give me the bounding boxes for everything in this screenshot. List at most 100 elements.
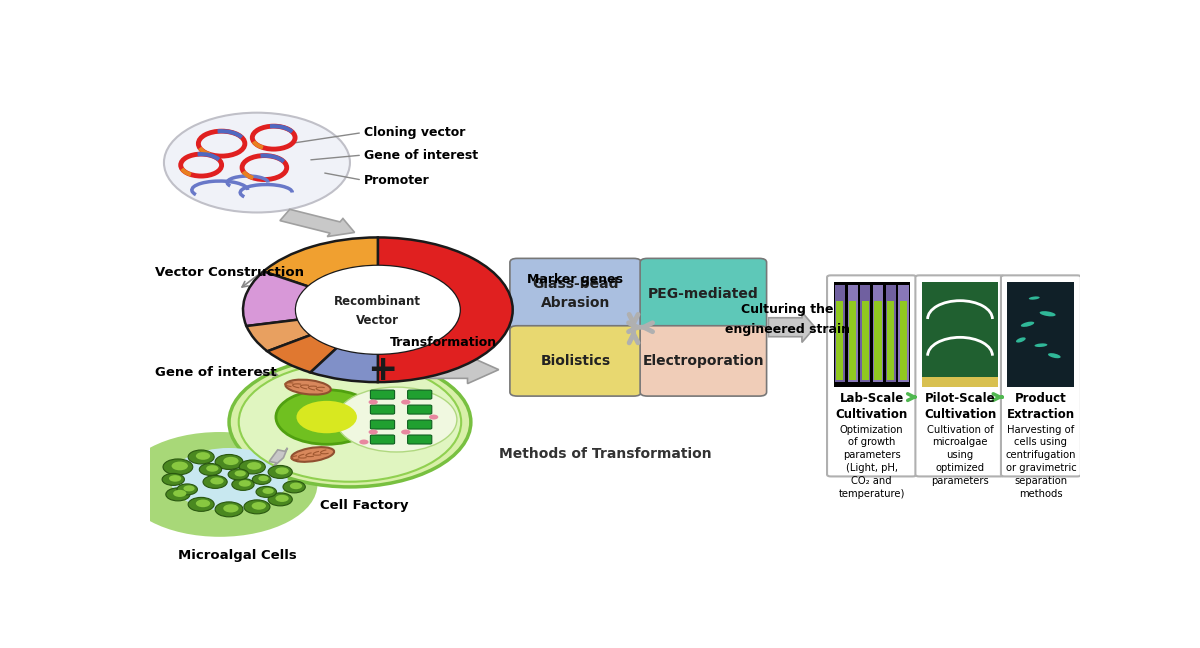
Circle shape <box>206 465 218 472</box>
Ellipse shape <box>1021 321 1034 327</box>
FancyBboxPatch shape <box>408 405 432 414</box>
Bar <box>835 285 845 382</box>
Circle shape <box>223 504 239 513</box>
Polygon shape <box>269 448 288 467</box>
Circle shape <box>359 439 368 445</box>
Text: Gene of interest: Gene of interest <box>155 365 276 378</box>
Circle shape <box>229 357 470 487</box>
Text: Pilot-Scale
Cultivation: Pilot-Scale Cultivation <box>924 392 996 421</box>
Circle shape <box>166 488 190 501</box>
FancyBboxPatch shape <box>1001 275 1081 476</box>
FancyBboxPatch shape <box>408 435 432 444</box>
Circle shape <box>368 400 378 404</box>
Circle shape <box>336 387 457 452</box>
Circle shape <box>401 400 410 404</box>
Wedge shape <box>246 319 311 351</box>
Circle shape <box>296 401 356 434</box>
Circle shape <box>169 475 181 481</box>
Text: Harvesting of
cells using
centrifugation
or gravimetric
separation
methods: Harvesting of cells using centrifugation… <box>1006 424 1076 498</box>
FancyBboxPatch shape <box>408 390 432 399</box>
Circle shape <box>401 430 410 435</box>
FancyBboxPatch shape <box>371 390 395 399</box>
Text: Electroporation: Electroporation <box>642 354 764 368</box>
Circle shape <box>234 470 246 476</box>
FancyBboxPatch shape <box>834 283 910 387</box>
Circle shape <box>196 452 210 460</box>
Circle shape <box>239 480 251 487</box>
Bar <box>922 283 998 387</box>
Circle shape <box>252 474 271 485</box>
FancyBboxPatch shape <box>640 326 767 396</box>
FancyBboxPatch shape <box>510 326 641 396</box>
Circle shape <box>276 467 289 474</box>
Circle shape <box>176 484 198 495</box>
Circle shape <box>188 450 214 464</box>
Circle shape <box>215 502 242 517</box>
Circle shape <box>170 448 288 511</box>
Text: Recombinant: Recombinant <box>335 295 421 308</box>
FancyBboxPatch shape <box>510 259 641 329</box>
Text: Methods of Transformation: Methods of Transformation <box>499 448 712 461</box>
Wedge shape <box>268 335 337 373</box>
Bar <box>922 376 998 387</box>
Bar <box>850 301 856 380</box>
FancyBboxPatch shape <box>408 420 432 429</box>
Bar <box>886 285 896 382</box>
Text: Vector Construction: Vector Construction <box>155 266 304 279</box>
FancyBboxPatch shape <box>916 275 1004 476</box>
FancyBboxPatch shape <box>827 275 917 476</box>
Text: PEG-mediated: PEG-mediated <box>648 286 758 301</box>
Text: Culturing the: Culturing the <box>740 303 833 316</box>
Circle shape <box>122 432 317 537</box>
Circle shape <box>215 454 242 469</box>
Circle shape <box>283 481 305 493</box>
Circle shape <box>290 483 302 489</box>
Text: Cloning vector: Cloning vector <box>364 126 466 139</box>
Text: Optimization
of growth
parameters
(Light, pH,
CO₂ and
temperature): Optimization of growth parameters (Light… <box>839 424 905 498</box>
Bar <box>847 285 858 382</box>
Text: Marker genes: Marker genes <box>527 273 623 286</box>
Wedge shape <box>264 237 378 286</box>
Ellipse shape <box>1048 353 1061 358</box>
Circle shape <box>239 460 265 474</box>
Text: Cultivation of
microalgae
using
optimized
parameters: Cultivation of microalgae using optimize… <box>926 424 994 486</box>
Circle shape <box>223 457 239 465</box>
Text: +: + <box>367 353 397 387</box>
Circle shape <box>244 500 270 514</box>
Circle shape <box>368 430 378 435</box>
Ellipse shape <box>286 380 331 395</box>
Bar <box>872 285 883 382</box>
Circle shape <box>203 476 227 489</box>
Text: Cell Factory: Cell Factory <box>319 500 408 513</box>
Circle shape <box>268 493 293 506</box>
Circle shape <box>199 463 222 476</box>
Bar <box>860 285 870 382</box>
Ellipse shape <box>1034 343 1048 347</box>
Ellipse shape <box>1028 296 1039 299</box>
Text: Microalgal Cells: Microalgal Cells <box>178 550 296 562</box>
Circle shape <box>210 478 223 485</box>
Polygon shape <box>280 209 355 237</box>
Bar <box>900 301 907 380</box>
Circle shape <box>258 476 269 481</box>
Text: Lab-Scale
Cultivation: Lab-Scale Cultivation <box>835 392 908 421</box>
Text: Product
Extraction: Product Extraction <box>1007 392 1075 421</box>
Circle shape <box>163 459 193 475</box>
Polygon shape <box>768 312 815 342</box>
Circle shape <box>173 490 186 497</box>
Circle shape <box>172 461 188 470</box>
Bar <box>899 285 908 382</box>
Circle shape <box>276 495 289 502</box>
FancyBboxPatch shape <box>922 283 998 387</box>
Circle shape <box>232 478 254 491</box>
Circle shape <box>196 500 210 507</box>
Circle shape <box>228 469 248 480</box>
FancyBboxPatch shape <box>371 420 395 429</box>
Circle shape <box>296 266 460 354</box>
Text: engineered strain: engineered strain <box>725 323 850 336</box>
Circle shape <box>162 474 185 485</box>
FancyBboxPatch shape <box>640 259 767 329</box>
Ellipse shape <box>1039 311 1056 316</box>
Bar <box>862 301 869 380</box>
Circle shape <box>263 488 274 494</box>
